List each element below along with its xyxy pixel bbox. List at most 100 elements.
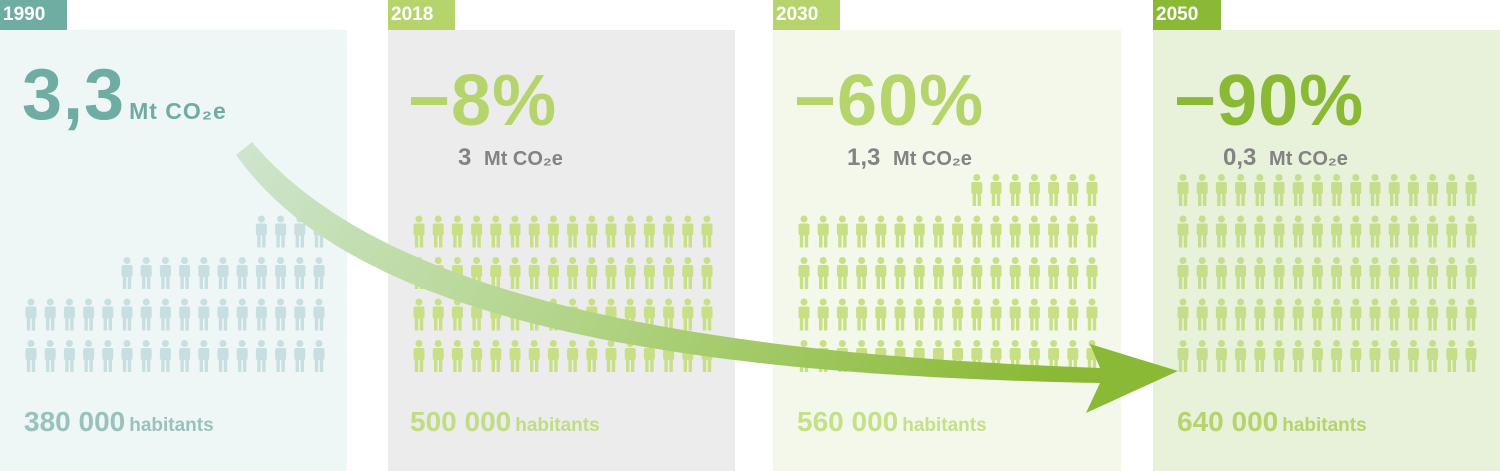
person-icon — [121, 257, 133, 289]
person-icon — [294, 340, 306, 372]
person-icon — [1446, 340, 1458, 372]
person-icon — [663, 215, 675, 248]
person-icon — [1273, 340, 1285, 372]
emissions-unit: Mt CO₂e — [893, 148, 972, 170]
person-icon — [1407, 215, 1419, 248]
person-icon — [1067, 174, 1079, 206]
person-icon — [1331, 298, 1343, 331]
person-icon — [275, 340, 287, 372]
person-icon — [1009, 257, 1021, 289]
person-icon — [179, 257, 191, 289]
emissions-2018: 3 Mt CO₂e — [458, 144, 563, 172]
person-icon — [1254, 215, 1266, 248]
person-icon — [1331, 174, 1343, 206]
person-icon — [913, 215, 925, 248]
person-icon — [413, 340, 425, 372]
person-icon — [198, 298, 210, 331]
person-icon — [1196, 340, 1208, 372]
population-number: 500 000 — [410, 406, 512, 437]
person-icon — [817, 257, 829, 289]
person-icon — [217, 257, 229, 289]
population-2030: 560 000 habitants — [797, 406, 987, 438]
person-icon — [856, 298, 868, 331]
person-icon — [1273, 215, 1285, 248]
person-icon — [1369, 215, 1381, 248]
person-icon — [1067, 257, 1079, 289]
person-icon — [547, 257, 559, 289]
person-icon — [121, 298, 133, 331]
person-icon — [313, 298, 325, 331]
population-label: habitants — [129, 415, 214, 436]
person-icon — [1028, 298, 1040, 331]
person-icon — [567, 340, 579, 372]
person-icon — [1067, 215, 1079, 248]
year-tag-1990: 1990 — [0, 0, 67, 30]
person-icon — [1465, 257, 1477, 289]
person-icon — [159, 257, 171, 289]
year-tag-2018: 2018 — [388, 0, 455, 30]
person-icon — [663, 298, 675, 331]
person-icon — [643, 257, 655, 289]
person-icon — [528, 215, 540, 248]
person-icon — [1048, 174, 1060, 206]
person-icon — [586, 215, 598, 248]
person-icon — [913, 257, 925, 289]
person-icon — [102, 340, 114, 372]
person-icon — [1350, 174, 1362, 206]
person-icon — [509, 215, 521, 248]
person-icon — [932, 215, 944, 248]
person-icon — [1177, 257, 1189, 289]
person-icon — [1407, 340, 1419, 372]
emissions-2030: 1,3 Mt CO₂e — [847, 144, 972, 172]
person-icon — [663, 257, 675, 289]
person-icon — [1177, 215, 1189, 248]
emissions-value: 0,3 — [1223, 144, 1257, 171]
person-icon — [275, 257, 287, 289]
person-icon — [413, 215, 425, 248]
person-icon — [971, 174, 983, 206]
person-icon — [1273, 257, 1285, 289]
person-icon — [567, 257, 579, 289]
person-icon — [682, 257, 694, 289]
person-icon — [875, 298, 887, 331]
person-icon — [413, 298, 425, 331]
panel-2050 — [1153, 30, 1500, 471]
person-icon — [490, 340, 502, 372]
person-icon — [294, 257, 306, 289]
person-icon — [1350, 257, 1362, 289]
person-icon — [102, 298, 114, 331]
person-icon — [1369, 298, 1381, 331]
person-icon — [624, 340, 636, 372]
person-icon — [1292, 340, 1304, 372]
person-icon — [1177, 298, 1189, 331]
person-icon — [836, 215, 848, 248]
person-icon — [528, 340, 540, 372]
person-icon — [1350, 215, 1362, 248]
person-icon — [586, 340, 598, 372]
person-icon — [875, 257, 887, 289]
person-icon — [1067, 340, 1079, 372]
person-icon — [1048, 257, 1060, 289]
headline-2030: −60% — [794, 61, 985, 141]
person-icon — [1028, 257, 1040, 289]
person-icon — [1407, 257, 1419, 289]
population-number: 640 000 — [1177, 406, 1279, 437]
person-icon — [547, 340, 559, 372]
person-icon — [1427, 298, 1439, 331]
person-icon — [44, 298, 56, 331]
person-icon — [471, 340, 483, 372]
person-icon — [624, 257, 636, 289]
panel-2018 — [388, 30, 735, 471]
person-icon — [701, 298, 713, 331]
person-icon — [1350, 298, 1362, 331]
person-icon — [1369, 257, 1381, 289]
population-2018: 500 000 habitants — [410, 406, 600, 438]
person-icon — [140, 257, 152, 289]
person-icon — [1215, 340, 1227, 372]
person-icon — [1427, 174, 1439, 206]
person-icon — [856, 215, 868, 248]
population-label: habitants — [1282, 415, 1367, 436]
person-icon — [1196, 215, 1208, 248]
person-icon — [547, 215, 559, 248]
person-icon — [1086, 215, 1098, 248]
